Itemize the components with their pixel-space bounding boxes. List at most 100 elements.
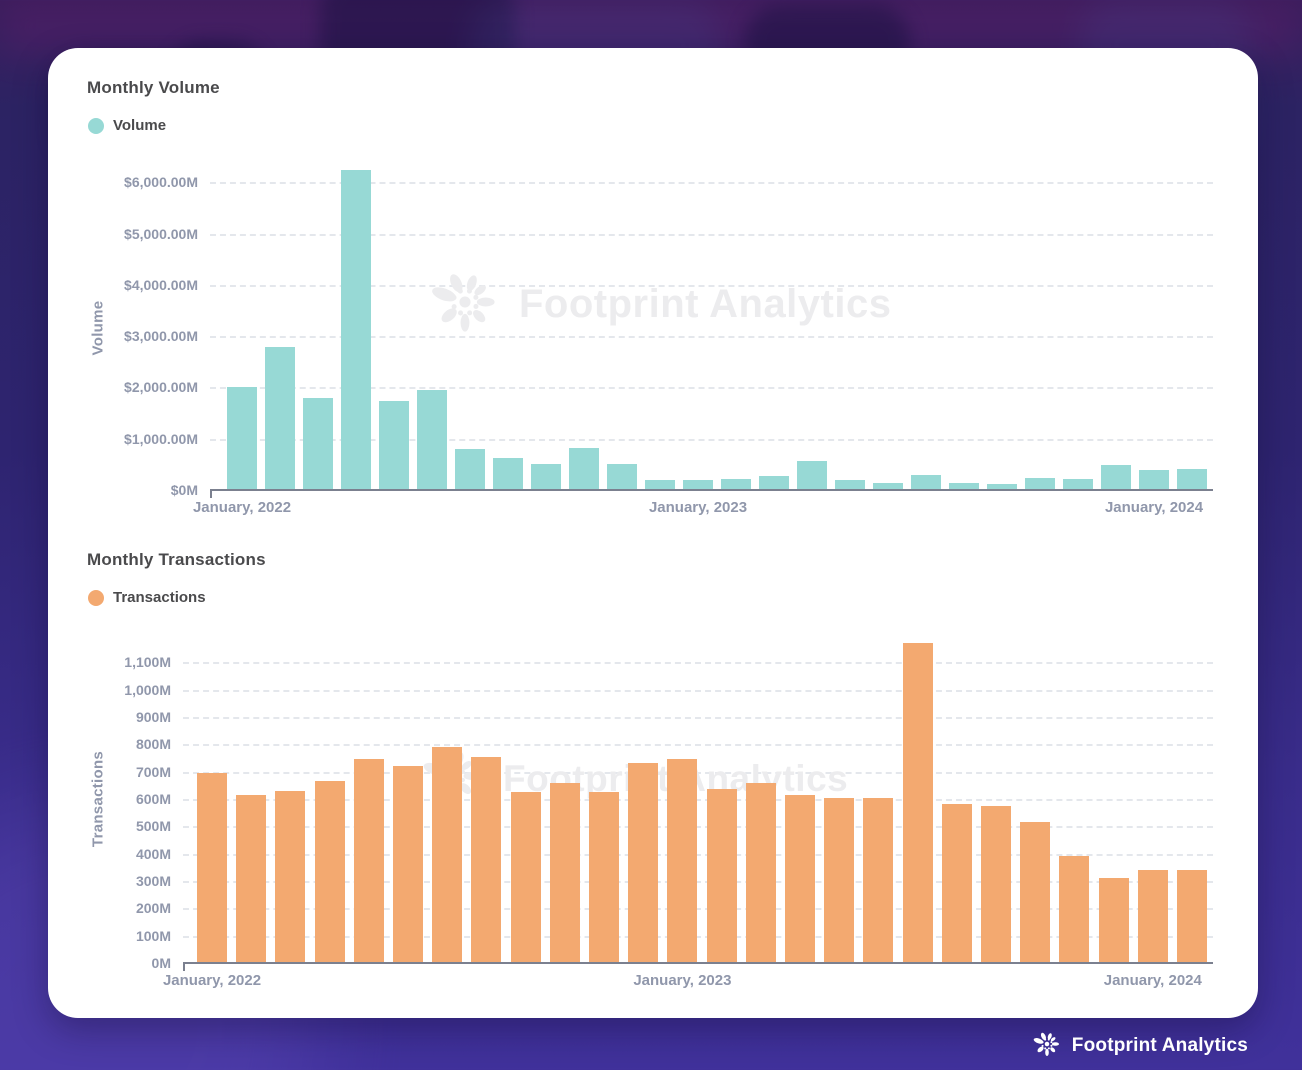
gridline <box>210 284 1213 287</box>
transactions-bar[interactable] <box>667 759 698 963</box>
transactions-bar[interactable] <box>589 792 619 963</box>
transactions-bar[interactable] <box>1059 856 1090 963</box>
x-axis-tick-label: January, 2023 <box>633 972 732 989</box>
y-axis-tick-label: $4,000.00M <box>124 276 198 293</box>
transactions-bar[interactable] <box>1177 870 1207 963</box>
volume-bar[interactable] <box>455 449 485 490</box>
transactions-bar[interactable] <box>432 747 463 963</box>
x-axis-line <box>183 962 1213 964</box>
volume-bar[interactable] <box>835 479 865 490</box>
transactions-bar[interactable] <box>785 794 815 963</box>
footprint-watermark-text: Footprint Analytics <box>519 282 892 326</box>
transactions-bar[interactable] <box>393 766 423 963</box>
gridline <box>210 182 1213 185</box>
footer-brand: Footprint Analytics <box>1032 1027 1248 1065</box>
y-axis-tick-label: $0M <box>170 482 198 498</box>
volume-bar[interactable] <box>341 169 371 490</box>
y-axis-tick-label: 1,100M <box>124 654 171 671</box>
gridline <box>183 689 1213 692</box>
gridline <box>183 853 1213 856</box>
y-axis-tick-label: 400M <box>135 845 171 862</box>
y-axis-tick-label: $1,000.00M <box>124 430 198 447</box>
y-axis-tick-label: $5,000.00M <box>124 225 198 242</box>
x-axis-tick-label: January, 2024 <box>1103 972 1202 989</box>
volume-bar[interactable] <box>227 387 257 490</box>
y-axis-tick-label: 500M <box>135 818 171 835</box>
volume-legend-label: Volume <box>113 117 167 134</box>
volume-bar[interactable] <box>569 447 599 490</box>
volume-bar[interactable] <box>797 460 827 490</box>
x-axis-tick-label: January, 2023 <box>648 499 748 516</box>
transactions-bar[interactable] <box>197 773 227 963</box>
gridline <box>183 908 1213 911</box>
volume-bar[interactable] <box>911 474 941 490</box>
gridline <box>183 771 1213 774</box>
y-axis-tick-label: $3,000.00M <box>124 328 198 345</box>
transactions-bar[interactable] <box>1020 822 1051 963</box>
transactions-bar[interactable] <box>863 797 894 963</box>
footer-brand-text: Footprint Analytics <box>1071 1035 1248 1056</box>
volume-bar[interactable] <box>303 397 333 490</box>
volume-bar[interactable] <box>1025 477 1055 490</box>
y-axis-tick-label: $6,000.00M <box>124 174 198 191</box>
y-axis-tick-label: 700M <box>135 763 171 780</box>
transactions-legend-item[interactable]: Transactions <box>88 589 206 606</box>
transactions-bar[interactable] <box>1098 878 1129 963</box>
transactions-bar[interactable] <box>824 797 855 963</box>
gridline <box>183 717 1213 719</box>
transactions-bar[interactable] <box>902 643 933 963</box>
footprint-logo-icon <box>1032 1029 1062 1064</box>
volume-bar[interactable] <box>265 346 295 490</box>
transactions-bar[interactable] <box>745 782 776 963</box>
gridline <box>210 387 1213 390</box>
gridline <box>183 662 1213 665</box>
x-axis-tick-label: January, 2022 <box>192 499 292 516</box>
y-axis-tick-label: $2,000.00M <box>124 379 198 396</box>
volume-bar[interactable] <box>1101 464 1131 490</box>
footprint-watermark-flower-icon <box>428 265 502 344</box>
transactions-bar[interactable] <box>510 792 541 963</box>
transactions-bar[interactable] <box>549 782 580 963</box>
volume-legend-item[interactable]: Volume <box>88 117 166 134</box>
gridline <box>183 799 1213 801</box>
gridline <box>183 744 1213 747</box>
volume-bar[interactable] <box>531 464 561 490</box>
transactions-bar[interactable] <box>981 805 1011 963</box>
transactions-bar[interactable] <box>353 759 384 963</box>
volume-bar[interactable] <box>987 483 1017 490</box>
transactions-legend-dot-icon <box>88 589 104 606</box>
y-axis-title: Volume <box>89 300 107 355</box>
volume-bar[interactable] <box>1177 468 1207 490</box>
transactions-bar[interactable] <box>236 794 267 963</box>
transactions-bar[interactable] <box>275 790 306 963</box>
transactions-bar[interactable] <box>941 804 972 963</box>
volume-bar[interactable] <box>607 464 637 490</box>
transactions-bar[interactable] <box>706 789 737 963</box>
volume-bar[interactable] <box>379 401 409 490</box>
volume-bar[interactable] <box>683 479 713 490</box>
transactions-chart-title: Monthly Transactions <box>87 550 266 569</box>
transactions-bar[interactable] <box>1137 870 1168 963</box>
x-axis-line <box>210 489 1213 491</box>
volume-chart: $6,000.00M $5,000.00M $4,000.00M $3,000.00M… <box>90 165 1213 516</box>
volume-bar[interactable] <box>1063 478 1093 490</box>
volume-bar[interactable] <box>417 390 447 490</box>
transactions-bar[interactable] <box>314 781 345 963</box>
transactions-legend-label: Transactions <box>113 589 206 606</box>
volume-bar[interactable] <box>873 482 903 490</box>
volume-legend-dot-icon <box>88 117 104 134</box>
volume-bar[interactable] <box>645 479 675 490</box>
x-axis-tick <box>210 491 212 498</box>
volume-bar[interactable] <box>493 457 523 490</box>
y-axis-tick-label: 200M <box>135 900 171 917</box>
volume-bar[interactable] <box>721 479 751 490</box>
volume-bar[interactable] <box>949 482 979 490</box>
transactions-bar[interactable] <box>471 756 502 963</box>
y-axis-tick-label: 900M <box>135 709 171 725</box>
x-axis-tick-label: January, 2022 <box>162 972 262 989</box>
volume-bar[interactable] <box>1139 470 1169 490</box>
gridline <box>183 881 1213 883</box>
volume-bar[interactable] <box>759 475 789 490</box>
transactions-bar[interactable] <box>628 763 659 963</box>
dashboard-card: Monthly Volume Volume $6,000.00M $5,000.0… <box>48 48 1258 1018</box>
